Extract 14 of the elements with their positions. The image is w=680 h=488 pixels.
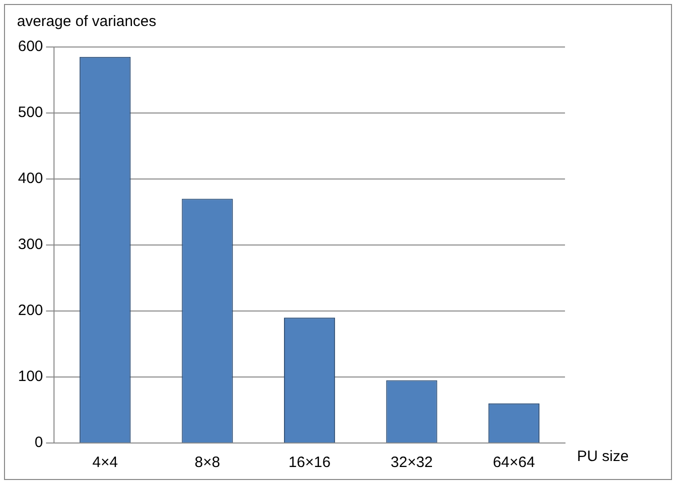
y-tick-label: 200 <box>18 302 44 320</box>
y-tick-label: 600 <box>18 38 44 56</box>
x-tick-label: 16×16 <box>288 454 331 472</box>
x-tick-label: 64×64 <box>492 454 535 472</box>
y-tick-label: 400 <box>18 170 44 188</box>
x-axis-title: PU size <box>577 448 629 465</box>
y-axis-title: average of variances <box>17 13 156 30</box>
y-tick-label: 100 <box>18 368 44 386</box>
y-tick-label: 0 <box>34 434 44 452</box>
x-tick-label: 8×8 <box>194 454 220 472</box>
x-tick-label: 32×32 <box>390 454 433 472</box>
x-tick-label: 4×4 <box>92 454 118 472</box>
y-tick-label: 500 <box>18 104 44 122</box>
y-tick-label: 300 <box>18 236 44 254</box>
